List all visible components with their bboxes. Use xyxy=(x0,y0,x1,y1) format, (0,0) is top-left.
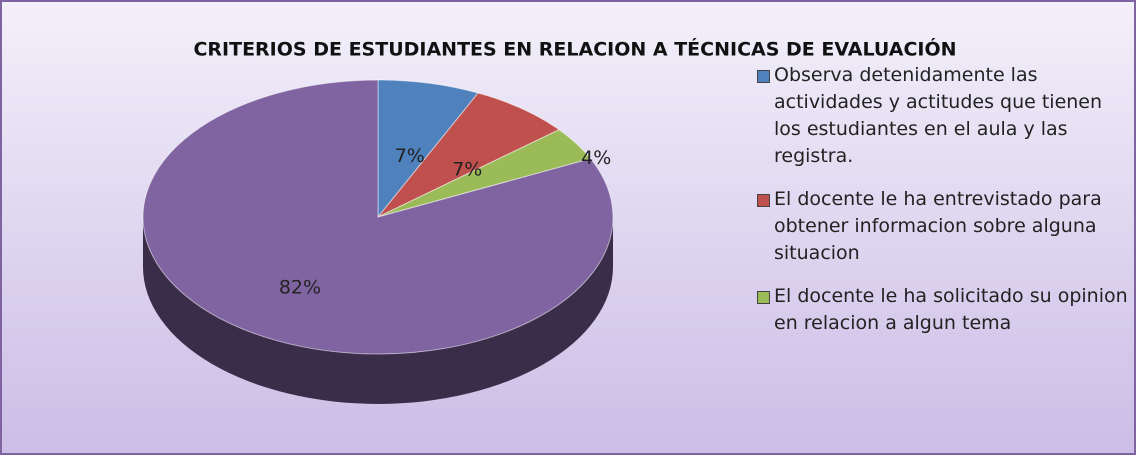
data-label: 7% xyxy=(395,145,425,167)
pie: 7% 7% 4% 82% xyxy=(142,79,614,404)
legend-label: El docente le ha entrevistado para obten… xyxy=(774,188,1102,264)
legend-label: Observa detenidamente las actividades y … xyxy=(774,64,1103,167)
legend-marker xyxy=(757,194,770,207)
legend-item: El docente le ha solicitado su opinion e… xyxy=(757,283,1132,337)
legend-item: El docente le ha entrevistado para obten… xyxy=(757,186,1132,267)
pie-slice xyxy=(377,79,479,219)
data-label: 4% xyxy=(581,147,611,169)
pie-slice-side xyxy=(143,217,613,404)
chart-title: CRITERIOS DE ESTUDIANTES EN RELACION A T… xyxy=(193,37,956,61)
legend: Observa detenidamente las actividades y … xyxy=(757,62,1132,353)
pie-slice xyxy=(142,79,614,355)
pie-slice xyxy=(377,92,561,218)
data-label: 7% xyxy=(452,158,482,180)
legend-label: El docente le ha solicitado su opinion e… xyxy=(774,285,1128,334)
legend-marker xyxy=(757,70,770,83)
legend-item: Observa detenidamente las actividades y … xyxy=(757,62,1132,170)
legend-marker xyxy=(757,291,770,304)
data-label: 82% xyxy=(279,276,321,298)
